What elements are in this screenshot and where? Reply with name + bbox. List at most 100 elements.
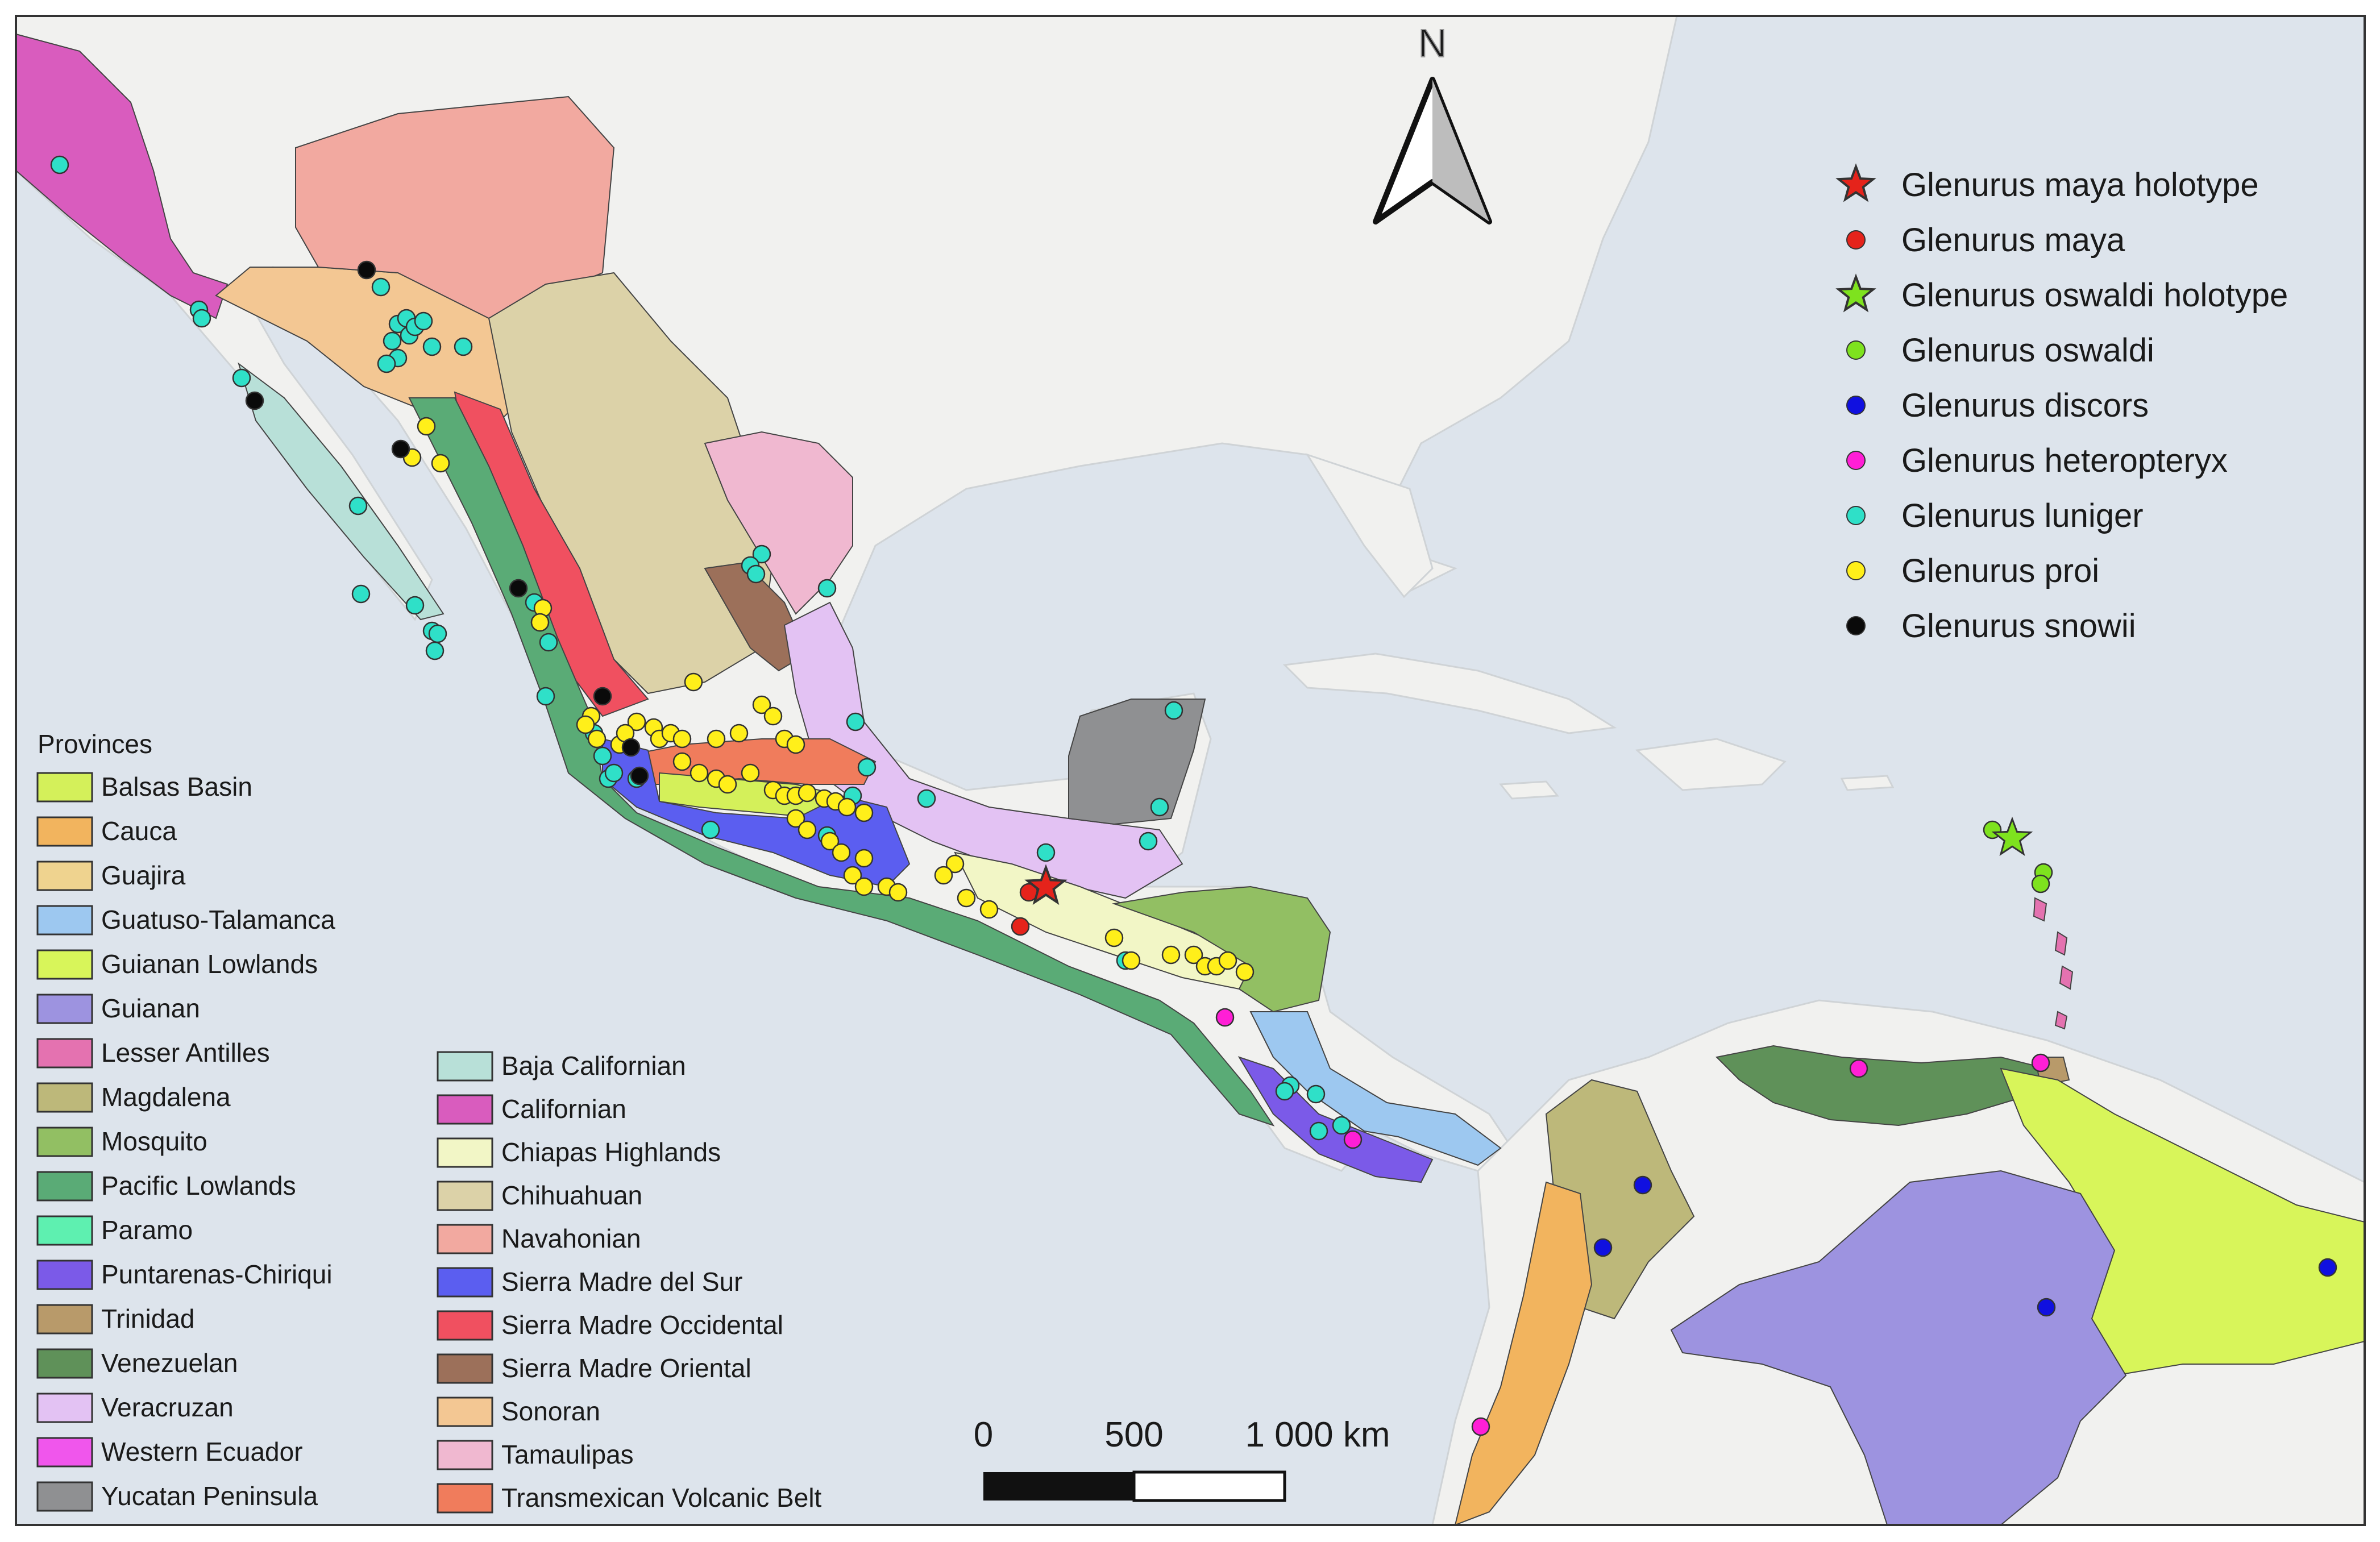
scale-tick-1000-km: 1 000 km xyxy=(1245,1415,1390,1454)
province-veracruzan xyxy=(783,601,1183,899)
occurrence-point-proi xyxy=(888,883,908,902)
province-label-sierra-madre-del-sur: Sierra Madre del Sur xyxy=(501,1267,742,1296)
province-label-lesser-antilles: Lesser Antilles xyxy=(101,1038,270,1067)
glenurus-maya-symbol-icon xyxy=(1846,230,1866,250)
glenurus-snowii-legend-label: Glenurus snowii xyxy=(1901,608,2136,645)
oswaldi-holotype-star-icon xyxy=(1991,816,2033,856)
province-label-chiapas-highlands: Chiapas Highlands xyxy=(501,1137,721,1167)
glenurus-luniger-symbol-icon xyxy=(1846,506,1866,525)
occurrence-point-hetero xyxy=(1215,1008,1235,1027)
occurrence-points xyxy=(50,155,2337,1436)
province-lesser-antilles xyxy=(2033,897,2074,1030)
province-yucatan-peninsula xyxy=(1068,699,1206,825)
province-swatch-lesser-antilles xyxy=(36,1038,93,1069)
province-swatch-mosquito xyxy=(36,1127,93,1157)
occurrence-point-proi xyxy=(854,849,874,868)
occurrence-point-proi xyxy=(854,803,874,822)
glenurus-discors-legend-label: Glenurus discors xyxy=(1901,387,2149,424)
occurrence-point-luniger xyxy=(377,354,396,373)
occurrence-point-luniger xyxy=(405,596,425,615)
occurrence-point-proi xyxy=(979,900,999,919)
province-label-yucatan-peninsula: Yucatan Peninsula xyxy=(101,1481,318,1511)
scale-tick-0: 0 xyxy=(974,1415,993,1454)
occurrence-point-hetero xyxy=(1849,1059,1868,1078)
occurrence-point-hetero xyxy=(1471,1417,1490,1436)
north-arrow: N xyxy=(1373,20,1492,225)
occurrence-point-proi xyxy=(837,797,857,817)
province-guianan xyxy=(1670,1170,2127,1526)
province-swatch-veracruzan xyxy=(36,1393,93,1423)
scale-bar-black-segment xyxy=(983,1472,1134,1501)
occurrence-point-luniger xyxy=(917,789,936,808)
provinces-legend-column-2: Baja Californian Californian Chiapas Highl… xyxy=(437,1051,822,1514)
occurrence-point-proi xyxy=(1104,928,1124,947)
occurrence-point-proi xyxy=(741,763,760,783)
province-label-veracruzan: Veracruzan xyxy=(101,1393,234,1422)
occurrence-point-proi xyxy=(854,877,874,896)
province-label-puntarenas-chiriqui: Puntarenas-Chiriqui xyxy=(101,1260,333,1289)
occurrence-point-luniger xyxy=(425,641,445,660)
occurrence-point-luniger xyxy=(746,564,766,584)
province-swatch-sierra-madre-del-sur xyxy=(437,1267,493,1298)
province-cauca xyxy=(1454,1181,1593,1526)
occurrence-point-proi xyxy=(934,866,953,885)
land-jamaica xyxy=(1499,780,1559,800)
occurrence-point-snowii xyxy=(509,579,528,598)
occurrence-point-proi xyxy=(431,454,450,473)
occurrence-point-luniger xyxy=(1139,832,1158,851)
north-label: N xyxy=(1418,21,1447,65)
occurrence-point-hetero xyxy=(2031,1053,2050,1073)
glenurus-luniger-legend-label: Glenurus luniger xyxy=(1901,497,2144,534)
province-swatch-western-ecuador xyxy=(36,1437,93,1468)
province-label-magdalena: Magdalena xyxy=(101,1082,231,1112)
province-swatch-guajira xyxy=(36,861,93,891)
occurrence-point-proi xyxy=(798,820,817,839)
glenurus-snowii-symbol-icon xyxy=(1846,616,1866,635)
province-label-tamaulipas: Tamaulipas xyxy=(501,1440,634,1469)
occurrence-point-maya xyxy=(1011,917,1030,936)
occurrence-point-proi xyxy=(1184,945,1203,965)
glenurus-proi-legend-label: Glenurus proi xyxy=(1901,552,2099,589)
occurrence-point-proi xyxy=(820,832,840,851)
occurrence-point-proi xyxy=(1161,945,1181,965)
province-swatch-yucatan-peninsula xyxy=(36,1481,93,1512)
province-baja-californian xyxy=(238,362,445,621)
map-frame xyxy=(15,15,2366,1526)
occurrence-point-luniger xyxy=(817,579,837,598)
province-swatch-balsas-basin xyxy=(36,772,93,803)
occurrence-point-luniger xyxy=(1275,1082,1294,1101)
province-label-venezuelan: Venezuelan xyxy=(101,1348,238,1378)
province-swatch-puntarenas-chiriqui xyxy=(36,1260,93,1290)
scale-tick-500: 500 xyxy=(1104,1415,1163,1454)
province-guatuso-talamanca xyxy=(1249,1011,1502,1166)
occurrence-point-proi xyxy=(729,724,749,743)
maya-holotype-star-icon xyxy=(1024,864,1068,905)
occurrence-point-proi xyxy=(1122,951,1141,970)
occurrence-point-snowii xyxy=(630,766,649,785)
occurrence-point-luniger xyxy=(539,633,558,652)
province-swatch-chihuahuan xyxy=(437,1181,493,1211)
glenurus-discors-symbol-icon xyxy=(1846,396,1866,415)
occurrence-point-proi xyxy=(945,854,965,874)
occurrence-point-luniger xyxy=(846,712,865,731)
occurrence-point-proi xyxy=(1218,951,1237,970)
province-swatch-trinidad xyxy=(36,1304,93,1335)
land-hispaniola xyxy=(1635,738,1787,791)
occurrence-point-luniger xyxy=(232,368,251,388)
province-label-pacific-lowlands: Pacific Lowlands xyxy=(101,1171,296,1200)
occurrence-point-proi xyxy=(843,866,862,885)
occurrence-point-luniger xyxy=(593,746,612,766)
land-puerto-rico xyxy=(1840,775,1895,791)
occurrence-point-proi xyxy=(798,783,817,803)
province-swatch-guianan-lowlands xyxy=(36,949,93,980)
province-swatch-transmexican-volcanic-belt xyxy=(437,1483,493,1514)
occurrence-point-luniger xyxy=(414,311,433,331)
occurrence-point-discors xyxy=(2318,1258,2337,1277)
occurrence-point-discors xyxy=(2037,1298,2056,1317)
province-swatch-sonoran xyxy=(437,1396,493,1427)
glenurus-heteropteryx-symbol-icon xyxy=(1846,451,1866,470)
occurrence-point-luniger xyxy=(604,763,624,783)
occurrence-point-proi xyxy=(1235,962,1255,982)
occurrence-point-luniger xyxy=(192,309,211,328)
occurrence-point-proi xyxy=(763,706,783,726)
